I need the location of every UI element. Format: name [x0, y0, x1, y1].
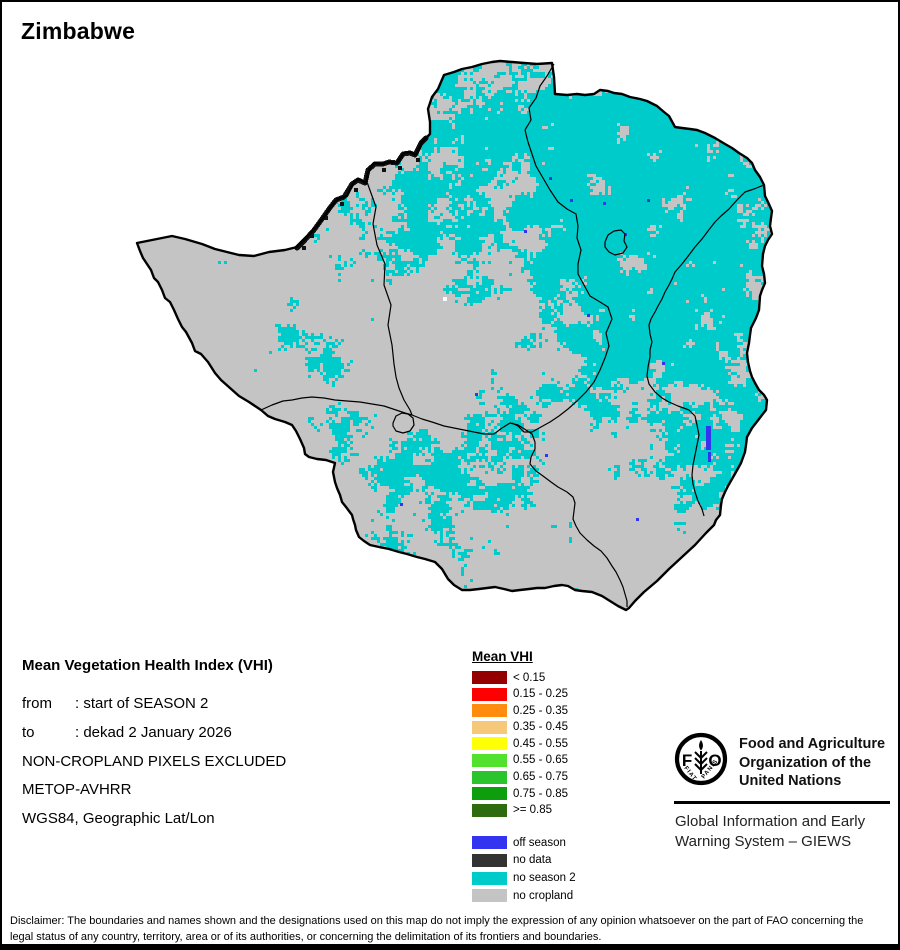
- fao-divider: [674, 801, 890, 804]
- legend-label: no data: [513, 854, 552, 867]
- wheat-ear-icon: [694, 740, 708, 774]
- info-line-noncropland: NON-CROPLAND PIXELS EXCLUDED: [22, 752, 287, 770]
- fao-org-line2: Organization of the: [739, 754, 872, 771]
- legend-swatch: [472, 671, 507, 685]
- vhi-legend-title: Mean VHI: [472, 649, 533, 664]
- legend-swatch: [472, 770, 507, 784]
- fao-logo-letter-o: O: [708, 751, 721, 770]
- info-from-label: from: [22, 695, 52, 712]
- legend-row: 0.55 - 0.65: [472, 753, 568, 767]
- legend-row: >= 0.85: [472, 803, 568, 817]
- info-line-sensor: METOP-AVHRR: [22, 781, 132, 799]
- legend-label: >= 0.85: [513, 804, 553, 817]
- legend-swatch: [472, 753, 507, 767]
- legend-row: no season 2: [472, 871, 576, 885]
- legend-row: no data: [472, 853, 576, 868]
- info-to-value: : dekad 2 January 2026: [75, 723, 232, 741]
- giews-line1: Global Information and Early: [675, 813, 866, 830]
- giews-line2: Warning System – GIEWS: [675, 832, 852, 850]
- info-block: from : start of SEASON 2 to : dekad 2 Ja…: [22, 690, 286, 834]
- legend-label: 0.35 - 0.45: [513, 721, 568, 734]
- legend-label: off season: [513, 836, 566, 849]
- legend-label: 0.55 - 0.65: [513, 754, 568, 767]
- vhi-legend: Mean VHI < 0.15 0.15 - 0.25 0.25 - 0.35 0.3…: [472, 649, 568, 820]
- legend-swatch: [472, 871, 507, 885]
- legend-row: 0.75 - 0.85: [472, 787, 568, 801]
- vhi-legend-rows: < 0.15 0.15 - 0.25 0.25 - 0.35 0.35 - 0.45 0…: [472, 671, 568, 817]
- legend-label: 0.45 - 0.55: [513, 737, 568, 750]
- legend-swatch: [472, 720, 507, 734]
- offseason-nodata-dots: [302, 158, 711, 521]
- legend-label: no cropland: [513, 889, 574, 902]
- legend-swatch: [472, 836, 507, 850]
- info-row-from: from : start of SEASON 2: [22, 690, 286, 719]
- legend-swatch: [472, 687, 507, 701]
- legend-label: 0.15 - 0.25: [513, 688, 568, 701]
- legend-label: 0.25 - 0.35: [513, 704, 568, 717]
- giews-label: Global Information and Early Warning Sys…: [675, 812, 865, 851]
- info-heading: Mean Vegetation Health Index (VHI): [22, 657, 273, 674]
- info-from-value: : start of SEASON 2: [75, 695, 209, 712]
- status-legend-rows: off season no data no season 2 no cropland: [472, 836, 576, 903]
- legend-label: 0.65 - 0.75: [513, 771, 568, 784]
- legend-swatch: [472, 853, 507, 867]
- country-border: [135, 59, 774, 612]
- fao-logo-letter-f: F: [682, 751, 692, 770]
- legend-row: 0.65 - 0.75: [472, 770, 568, 784]
- province-boundaries: [260, 63, 765, 607]
- legend-swatch: [472, 737, 507, 751]
- legend-row: 0.15 - 0.25: [472, 687, 568, 701]
- legend-row: 0.35 - 0.45: [472, 720, 568, 734]
- info-row-to: to : dekad 2 January 2026: [22, 719, 286, 748]
- info-to-label: to: [22, 723, 35, 741]
- legend-row: < 0.15: [472, 671, 568, 685]
- legend-label: 0.75 - 0.85: [513, 787, 568, 800]
- fao-org-name: Food and Agriculture Organization of the…: [739, 735, 885, 791]
- fao-org-line1: Food and Agriculture: [739, 736, 886, 752]
- legend-row: 0.45 - 0.55: [472, 737, 568, 751]
- legend-row: no cropland: [472, 889, 576, 903]
- disclaimer-text: Disclaimer: The boundaries and names sho…: [10, 915, 864, 943]
- legend-swatch: [472, 787, 507, 801]
- status-legend: off season no data no season 2 no cropland: [472, 836, 576, 907]
- legend-row: 0.25 - 0.35: [472, 704, 568, 718]
- info-line-projection: WGS84, Geographic Lat/Lon: [22, 810, 215, 828]
- fao-org-line3: United Nations: [739, 773, 842, 789]
- legend-row: off season: [472, 836, 576, 850]
- legend-label: < 0.15: [513, 671, 546, 684]
- legend-swatch: [472, 803, 507, 817]
- legend-swatch: [472, 704, 507, 718]
- fao-logo: F O FIAT PANIS: [674, 732, 728, 786]
- fao-logo-ring: [674, 732, 728, 786]
- page-title: Zimbabwe: [21, 18, 136, 44]
- legend-label: no season 2: [513, 872, 576, 885]
- legend-swatch: [472, 889, 507, 903]
